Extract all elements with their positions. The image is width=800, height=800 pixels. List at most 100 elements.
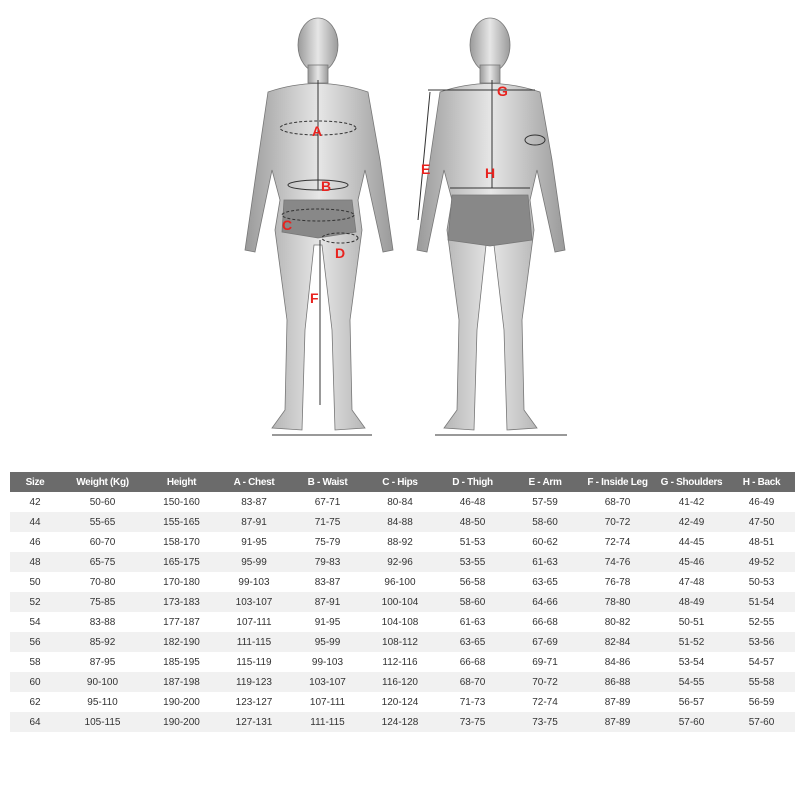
table-cell: 70-72 [510, 672, 580, 692]
table-cell: 48-51 [748, 536, 775, 548]
table-cell: 57-59 [532, 496, 558, 508]
table-cell: 58-60 [435, 592, 510, 612]
table-cell: 46 [29, 536, 41, 548]
table-cell: 60 [10, 672, 60, 692]
table-cell: 83-88 [89, 616, 116, 628]
back-body-figure [416, 17, 566, 431]
table-cell: 60-70 [89, 536, 116, 548]
table-cell: 87-91 [290, 592, 365, 612]
table-cell: 54 [29, 616, 41, 628]
table-cell: 52 [10, 592, 60, 612]
table-cell: 53-54 [678, 656, 705, 668]
table-cell: 54-57 [748, 656, 775, 668]
table-cell: 70-72 [580, 512, 655, 532]
table-row: 62 95-110 190-200 123-127 107-111 120-124 71-7… [10, 692, 795, 712]
table-row: 44 55-65 155-165 87-91 71-75 84-88 48-50 58-60 7… [10, 512, 795, 532]
table-cell: 60-62 [532, 536, 558, 548]
table-cell: 123-127 [235, 696, 273, 708]
column-header: Weight (Kg) [60, 472, 145, 492]
table-cell: 182-190 [145, 632, 218, 652]
table-cell: 58-60 [510, 512, 580, 532]
table-cell: 190-200 [145, 712, 218, 732]
table-cell: 61-63 [459, 616, 486, 628]
table-cell: 87-91 [218, 512, 290, 532]
table-cell: 91-95 [314, 616, 341, 628]
label-b: B [321, 178, 331, 194]
table-cell: 116-120 [365, 672, 435, 692]
table-cell: 88-92 [387, 536, 413, 548]
table-cell: 173-183 [145, 592, 218, 612]
table-row: 60 90-100 187-198 119-123 103-107 116-120 68-7… [10, 672, 795, 692]
table-row: 46 60-70 158-170 91-95 75-79 88-92 51-53 60-62 7… [10, 532, 795, 552]
column-header: B - Waist [290, 472, 365, 492]
table-row: 54 83-88 177-187 107-111 91-95 104-108 61-63 66… [10, 612, 795, 632]
table-cell: 57-60 [655, 712, 728, 732]
label-h: H [485, 165, 495, 181]
table-cell: 84-88 [365, 512, 435, 532]
table-cell: 103-107 [290, 672, 365, 692]
table-cell: 47-50 [728, 512, 795, 532]
table-row: 50 70-80 170-180 99-103 83-87 96-100 56-58 63-6… [10, 572, 795, 592]
table-cell: 46-48 [459, 496, 486, 508]
table-row: 52 75-85 173-183 103-107 87-91 100-104 58-60 64… [10, 592, 795, 612]
table-cell: 111-115 [218, 632, 290, 652]
table-cell: 53-56 [728, 632, 795, 652]
table-cell: 45-46 [655, 552, 728, 572]
table-cell: 86-88 [580, 672, 655, 692]
table-cell: 95-110 [87, 696, 118, 708]
column-header: E - Arm [510, 472, 580, 492]
table-cell: 95-99 [290, 632, 365, 652]
table-cell: 158-170 [163, 536, 200, 548]
table-row: 64 105-115 190-200 127-131 111-115 124-128 73-… [10, 712, 795, 732]
table-cell: 96-100 [384, 576, 416, 588]
column-header: D - Thigh [435, 472, 510, 492]
table-cell: 87-95 [89, 656, 116, 668]
table-cell: 50 [29, 576, 41, 588]
table-cell: 44 [10, 512, 60, 532]
table-cell: 50-53 [748, 576, 775, 588]
table-cell: 74-76 [580, 552, 655, 572]
column-header: G - Shoulders [655, 472, 728, 492]
table-cell: 87-89 [580, 712, 655, 732]
table-row: 48 65-75 165-175 95-99 79-83 92-96 53-55 61-63 7… [10, 552, 795, 572]
column-header: F - Inside Leg [580, 472, 655, 492]
table-cell: 58 [29, 656, 41, 668]
table-cell: 51-52 [655, 632, 728, 652]
table-cell: 105-115 [60, 712, 145, 732]
table-cell: 71-73 [459, 696, 486, 708]
table-header-row: Size Weight (Kg) Height A - Chest B - Waist C… [10, 472, 795, 492]
table-cell: 50-60 [89, 496, 116, 508]
front-body-figure [244, 17, 394, 431]
table-cell: 65-75 [60, 552, 145, 572]
table-cell: 68-70 [604, 496, 631, 508]
column-header: H - Back [728, 472, 795, 492]
table-row: 58 87-95 185-195 115-119 99-103 112-116 66-68 6… [10, 652, 795, 672]
table-cell: 79-83 [290, 552, 365, 572]
table-cell: 55-65 [60, 512, 145, 532]
table-cell: 46-49 [748, 496, 775, 508]
table-cell: 42-49 [655, 512, 728, 532]
table-cell: 99-103 [311, 656, 344, 668]
table-cell: 90-100 [60, 672, 145, 692]
table-cell: 76-78 [604, 576, 631, 588]
table-cell: 44-45 [678, 536, 705, 548]
table-cell: 119-123 [218, 672, 290, 692]
column-header: Size [10, 472, 60, 492]
table-cell: 108-112 [365, 632, 435, 652]
back-measure-lines [417, 80, 567, 436]
table-cell: 41-42 [678, 496, 705, 508]
table-cell: 73-75 [435, 712, 510, 732]
table-cell: 66-68 [459, 656, 486, 668]
table-cell: 66-68 [532, 616, 558, 628]
table-cell: 72-74 [532, 696, 558, 708]
label-f: F [310, 290, 319, 306]
table-cell: 80-84 [387, 496, 413, 508]
table-cell: 42 [29, 496, 41, 508]
table-cell: 63-65 [435, 632, 510, 652]
table-cell: 69-71 [532, 656, 558, 668]
table-cell: 124-128 [365, 712, 435, 732]
table-cell: 177-187 [163, 616, 200, 628]
table-cell: 80-82 [604, 616, 631, 628]
table-cell: 91-95 [241, 536, 267, 548]
table-cell: 87-89 [604, 696, 631, 708]
